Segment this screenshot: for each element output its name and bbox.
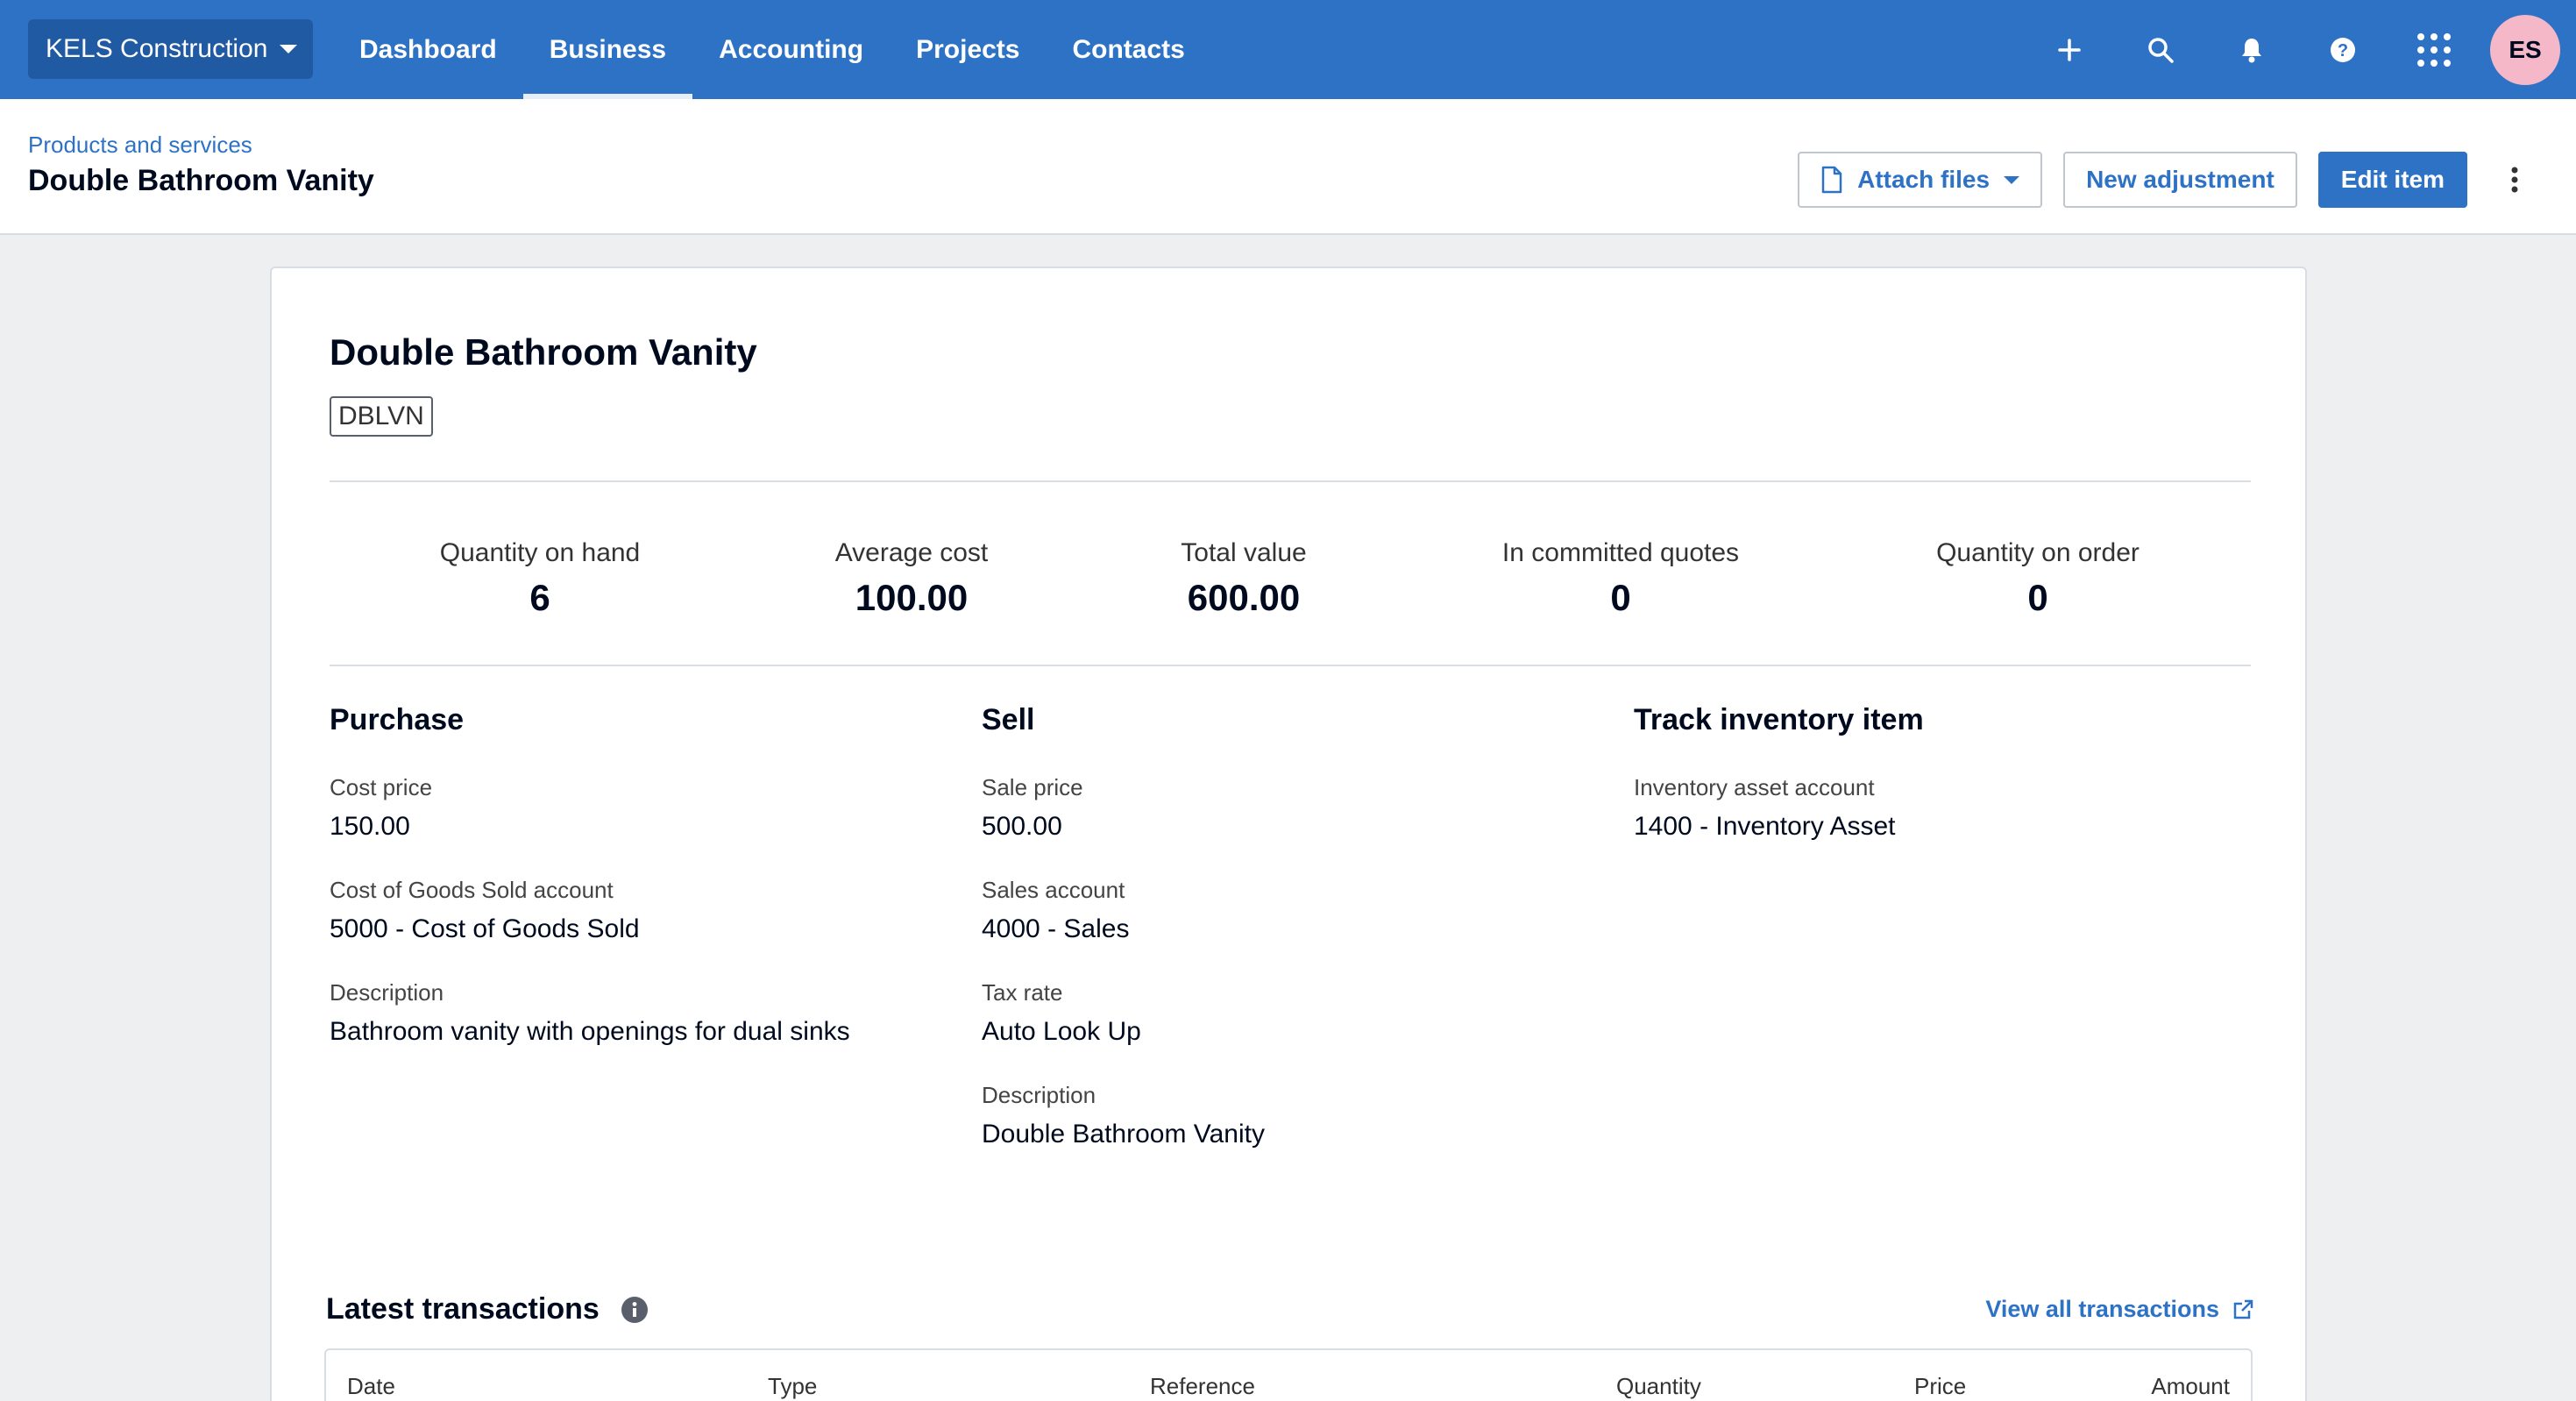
- sell-heading: Sell: [982, 703, 1035, 736]
- organisation-switcher[interactable]: KELS Construction: [28, 19, 313, 79]
- field-label: Tax rate: [982, 979, 1063, 1006]
- field-value: 500.00: [982, 812, 1062, 841]
- field-label: Cost price: [330, 774, 433, 800]
- caret-down-icon: [2004, 175, 2020, 184]
- external-link-icon: [2233, 1299, 2253, 1319]
- item-code-badge: DBLVN: [330, 396, 433, 437]
- field-label: Cost of Goods Sold account: [330, 877, 614, 903]
- page-title: Double Bathroom Vanity: [28, 164, 374, 197]
- plus-icon[interactable]: [2024, 0, 2115, 99]
- field-tax-rate: Tax rate Auto Look Up: [982, 979, 1613, 1047]
- field-label: Sales account: [982, 877, 1125, 903]
- field-sell-description: Description Double Bathroom Vanity: [982, 1082, 1613, 1149]
- field-value: Auto Look Up: [982, 1017, 1141, 1046]
- field-label: Description: [330, 979, 444, 1006]
- nav-tab-dashboard[interactable]: Dashboard: [359, 34, 497, 64]
- item-detail-card: Double Bathroom Vanity DBLVN Quantity on…: [270, 267, 2307, 1401]
- new-adjustment-button[interactable]: New adjustment: [2063, 152, 2297, 208]
- field-value: Double Bathroom Vanity: [982, 1120, 1265, 1149]
- breadcrumb-products-and-services[interactable]: Products and services: [28, 132, 252, 158]
- field-inventory-asset-account: Inventory asset account 1400 - Inventory…: [1634, 774, 2265, 842]
- nav-tab-accounting[interactable]: Accounting: [719, 34, 864, 64]
- stat-value: 100.00: [855, 577, 969, 618]
- field-value: Bathroom vanity with openings for dual s…: [330, 1017, 850, 1046]
- divider: [330, 480, 2251, 482]
- transactions-table: Date Type Reference Quantity Price Amoun…: [324, 1348, 2253, 1401]
- file-icon: [1821, 166, 1842, 194]
- view-all-transactions-link[interactable]: View all transactions: [1985, 1296, 2254, 1323]
- stat-label: In committed quotes: [1501, 538, 1740, 567]
- edit-item-button[interactable]: Edit item: [2317, 152, 2467, 208]
- more-options-icon[interactable]: [2488, 152, 2541, 208]
- header-actions: Attach files New adjustment Edit item: [1798, 152, 2576, 208]
- inventory-heading: Track inventory item: [1634, 703, 1924, 736]
- view-all-transactions-label: View all transactions: [1985, 1296, 2219, 1322]
- latest-transactions-heading: Latest transactions: [326, 1292, 649, 1326]
- column-header-amount[interactable]: Amount: [2151, 1373, 2230, 1399]
- column-header-reference[interactable]: Reference: [1150, 1373, 1255, 1399]
- nav-icon-group: ? ES: [2024, 0, 2576, 99]
- stat-total-value: Total value 600.00: [1181, 538, 1306, 619]
- bell-icon[interactable]: [2206, 0, 2297, 99]
- nav-tab-contacts[interactable]: Contacts: [1072, 34, 1185, 64]
- page-header: Products and services Double Bathroom Va…: [0, 99, 2576, 235]
- main-nav-tabs: Dashboard Business Accounting Projects C…: [333, 0, 1211, 99]
- sell-section: Sell Sale price 500.00 Sales account 400…: [982, 703, 1613, 1184]
- caret-down-icon: [280, 45, 298, 53]
- field-sales-account: Sales account 4000 - Sales: [982, 877, 1613, 944]
- field-value: 5000 - Cost of Goods Sold: [330, 914, 640, 943]
- field-label: Inventory asset account: [1634, 774, 1875, 800]
- stat-value: 600.00: [1187, 577, 1301, 618]
- field-sale-price: Sale price 500.00: [982, 774, 1613, 842]
- attach-files-label: Attach files: [1857, 166, 1991, 193]
- field-purchase-description: Description Bathroom vanity with opening…: [330, 979, 961, 1047]
- stat-value: 6: [529, 577, 550, 618]
- field-label: Sale price: [982, 774, 1083, 800]
- stat-quantity-on-hand: Quantity on hand 6: [440, 538, 641, 619]
- help-icon[interactable]: ?: [2297, 0, 2388, 99]
- apps-grid-icon[interactable]: [2388, 0, 2480, 99]
- divider: [330, 665, 2251, 666]
- top-navigation: KELS Construction Dashboard Business Acc…: [0, 0, 2576, 99]
- stat-value: 0: [1610, 577, 1631, 618]
- field-value: 1400 - Inventory Asset: [1634, 812, 1896, 841]
- purchase-section: Purchase Cost price 150.00 Cost of Goods…: [330, 703, 961, 1082]
- purchase-heading: Purchase: [330, 703, 465, 736]
- nav-tab-projects[interactable]: Projects: [916, 34, 1020, 64]
- column-header-type[interactable]: Type: [768, 1373, 818, 1399]
- info-icon[interactable]: [621, 1296, 649, 1324]
- organisation-name: KELS Construction: [46, 34, 268, 63]
- field-label: Description: [982, 1082, 1096, 1108]
- stat-label: Average cost: [834, 538, 989, 567]
- column-header-date[interactable]: Date: [347, 1373, 395, 1399]
- stat-label: Quantity on order: [1936, 538, 2140, 567]
- svg-text:?: ?: [2338, 41, 2348, 60]
- search-icon[interactable]: [2115, 0, 2206, 99]
- inventory-section: Track inventory item Inventory asset acc…: [1634, 703, 2265, 877]
- nav-tab-business[interactable]: Business: [522, 0, 693, 99]
- latest-transactions-title: Latest transactions: [326, 1292, 600, 1326]
- column-header-price[interactable]: Price: [1914, 1373, 1967, 1399]
- stat-average-cost: Average cost 100.00: [835, 538, 989, 619]
- stat-quantity-on-order: Quantity on order 0: [1936, 538, 2140, 619]
- stat-label: Quantity on hand: [439, 538, 641, 567]
- stat-value: 0: [2027, 577, 2048, 618]
- user-avatar[interactable]: ES: [2490, 14, 2560, 85]
- item-title: Double Bathroom Vanity: [330, 331, 757, 373]
- field-cogs-account: Cost of Goods Sold account 5000 - Cost o…: [330, 877, 961, 944]
- field-value: 4000 - Sales: [982, 914, 1130, 943]
- field-cost-price: Cost price 150.00: [330, 774, 961, 842]
- attach-files-button[interactable]: Attach files: [1798, 152, 2043, 208]
- stat-in-committed-quotes: In committed quotes 0: [1502, 538, 1739, 619]
- stat-label: Total value: [1181, 538, 1307, 567]
- column-header-quantity[interactable]: Quantity: [1616, 1373, 1701, 1399]
- field-value: 150.00: [330, 812, 410, 841]
